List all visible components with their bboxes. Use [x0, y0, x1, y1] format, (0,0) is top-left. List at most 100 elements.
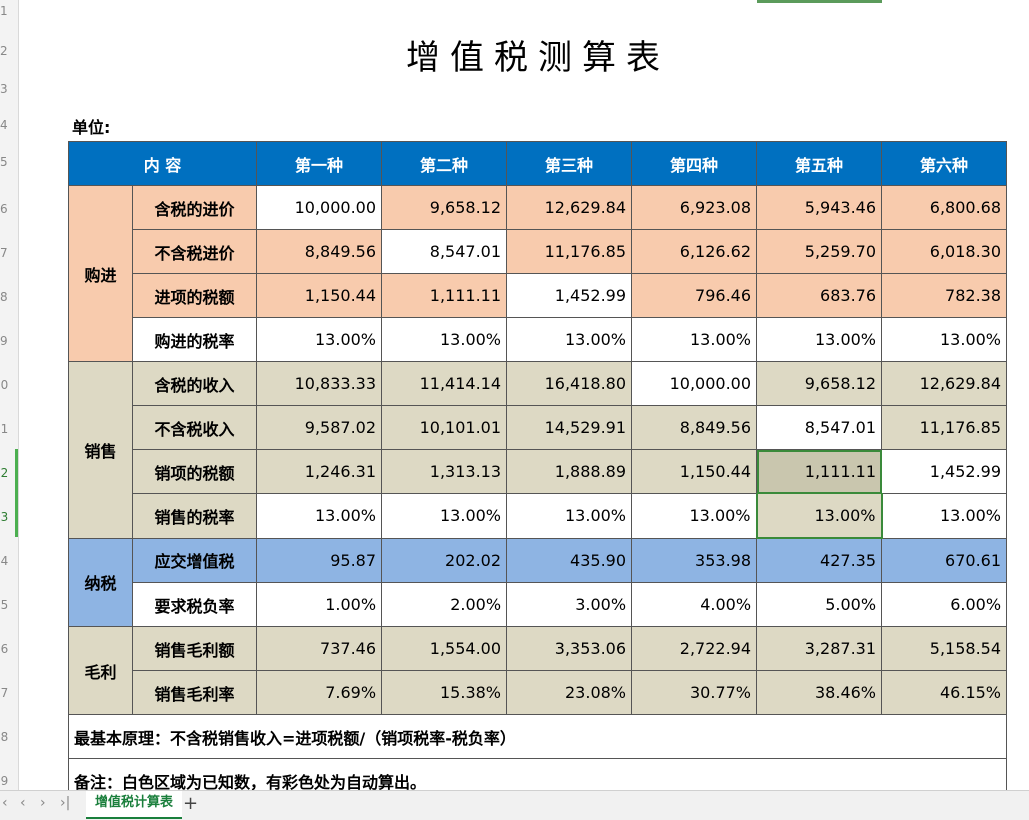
table-cell[interactable]: 10,000.00 — [631, 361, 758, 406]
table-cell[interactable]: 202.02 — [381, 537, 508, 583]
table-cell[interactable]: 16,418.80 — [506, 361, 633, 406]
table-cell[interactable]: 10,833.33 — [256, 361, 383, 406]
table-cell[interactable]: 11,176.85 — [881, 405, 1008, 450]
header-col-4[interactable]: 第四种 — [631, 141, 758, 186]
table-cell[interactable]: 95.87 — [256, 537, 383, 583]
table-cell[interactable]: 38.46% — [756, 670, 883, 715]
table-cell[interactable]: 13.00% — [256, 317, 383, 362]
plus-icon[interactable]: + — [183, 793, 199, 814]
table-cell[interactable]: 23.08% — [506, 670, 633, 715]
row-number[interactable]: 8 — [0, 290, 8, 304]
table-cell[interactable]: 9,658.12 — [381, 185, 508, 230]
row-number[interactable]: 17 — [0, 686, 9, 700]
table-cell[interactable]: 1,111.11 — [381, 273, 508, 318]
table-cell[interactable]: 2.00% — [381, 582, 508, 627]
table-cell[interactable]: 15.38% — [381, 670, 508, 715]
table-cell[interactable]: 2,722.94 — [631, 626, 758, 671]
row-label[interactable]: 要求税负率 — [131, 582, 258, 627]
row-label[interactable]: 购进的税率 — [131, 317, 258, 362]
table-cell[interactable]: 11,414.14 — [381, 361, 508, 406]
group-label[interactable]: 纳税 — [68, 537, 133, 627]
table-cell[interactable]: 6,018.30 — [881, 229, 1008, 274]
row-number[interactable]: 19 — [0, 774, 9, 788]
table-cell[interactable]: 1.00% — [256, 582, 383, 627]
table-cell[interactable]: 1,888.89 — [506, 449, 633, 494]
table-cell[interactable]: 13.00% — [756, 317, 883, 362]
table-cell[interactable]: 5,259.70 — [756, 229, 883, 274]
table-cell[interactable]: 8,849.56 — [256, 229, 383, 274]
sheet-tab-active[interactable]: 增值税计算表 — [86, 791, 183, 819]
table-cell[interactable]: 13.00% — [631, 493, 758, 539]
group-label[interactable]: 毛利 — [68, 626, 133, 715]
row-number[interactable]: 6 — [0, 202, 8, 216]
table-cell[interactable]: 435.90 — [506, 537, 633, 583]
row-label[interactable]: 销售的税率 — [131, 493, 258, 539]
row-number[interactable]: 10 — [0, 378, 9, 392]
table-cell[interactable]: 6,923.08 — [631, 185, 758, 230]
row-number[interactable]: 15 — [0, 598, 9, 612]
table-cell[interactable]: 1,246.31 — [256, 449, 383, 494]
table-cell[interactable]: 796.46 — [631, 273, 758, 318]
row-label[interactable]: 含税的进价 — [131, 185, 258, 230]
table-cell[interactable]: 1,150.44 — [631, 449, 758, 494]
table-cell[interactable]: 11,176.85 — [506, 229, 633, 274]
table-cell[interactable]: 13.00% — [506, 493, 633, 539]
principle-note[interactable]: 最基本原理：不含税销售收入=进项税额/（销项税率-税负率） — [67, 714, 1008, 759]
table-cell[interactable]: 5.00% — [756, 582, 883, 627]
table-cell[interactable]: 782.38 — [881, 273, 1008, 318]
table-cell[interactable]: 1,452.99 — [506, 273, 633, 318]
table-cell[interactable]: 7.69% — [256, 670, 383, 715]
table-cell[interactable]: 1,554.00 — [381, 626, 508, 671]
table-cell[interactable]: 13.00% — [881, 493, 1008, 539]
table-cell[interactable]: 12,629.84 — [506, 185, 633, 230]
table-cell[interactable]: 1,452.99 — [881, 449, 1008, 494]
group-label[interactable]: 购进 — [68, 185, 133, 362]
table-cell[interactable]: 46.15% — [881, 670, 1008, 715]
row-number[interactable]: 18 — [0, 730, 9, 744]
table-cell[interactable]: 12,629.84 — [881, 361, 1008, 406]
table-cell[interactable]: 13.00% — [381, 317, 508, 362]
header-col-1[interactable]: 第一种 — [256, 141, 383, 186]
table-cell[interactable]: 8,849.56 — [631, 405, 758, 450]
table-cell[interactable]: 1,313.13 — [381, 449, 508, 494]
header-content[interactable]: 内 容 — [67, 141, 258, 186]
header-col-5[interactable]: 第五种 — [756, 141, 883, 186]
table-cell[interactable]: 13.00% — [631, 317, 758, 362]
table-cell[interactable]: 5,158.54 — [881, 626, 1008, 671]
row-number[interactable]: 2 — [0, 44, 8, 58]
table-cell[interactable]: 13.00% — [256, 493, 383, 539]
table-cell[interactable]: 4.00% — [631, 582, 758, 627]
row-number[interactable]: 16 — [0, 642, 9, 656]
row-label[interactable]: 销售毛利额 — [131, 626, 258, 671]
prev-sheet-icon[interactable]: ‹ — [20, 795, 26, 811]
row-number[interactable]: 5 — [0, 155, 8, 169]
row-number[interactable]: 7 — [0, 246, 8, 260]
table-cell[interactable]: 1,111.11 — [756, 449, 883, 494]
table-cell[interactable]: 30.77% — [631, 670, 758, 715]
table-cell[interactable]: 737.46 — [256, 626, 383, 671]
table-cell[interactable]: 13.00% — [755, 493, 883, 539]
next-sheet-icon[interactable]: › — [40, 795, 46, 811]
table-cell[interactable]: 13.00% — [506, 317, 633, 362]
table-cell[interactable]: 8,547.01 — [381, 229, 508, 274]
header-col-2[interactable]: 第二种 — [381, 141, 508, 186]
table-cell[interactable]: 13.00% — [881, 317, 1008, 362]
row-label[interactable]: 进项的税额 — [131, 273, 258, 318]
table-cell[interactable]: 6,800.68 — [881, 185, 1008, 230]
row-label[interactable]: 含税的收入 — [131, 361, 258, 406]
table-cell[interactable]: 353.98 — [631, 537, 758, 583]
header-col-6[interactable]: 第六种 — [881, 141, 1008, 186]
table-cell[interactable]: 13.00% — [381, 493, 508, 539]
table-cell[interactable]: 5,943.46 — [756, 185, 883, 230]
row-label[interactable]: 不含税进价 — [131, 229, 258, 274]
table-cell[interactable]: 14,529.91 — [506, 405, 633, 450]
row-label[interactable]: 销售毛利率 — [131, 670, 258, 715]
row-number[interactable]: 14 — [0, 554, 9, 568]
table-cell[interactable]: 9,587.02 — [256, 405, 383, 450]
row-number[interactable]: 12 — [0, 466, 9, 480]
row-number[interactable]: 11 — [0, 422, 9, 436]
table-cell[interactable]: 427.35 — [756, 537, 883, 583]
table-cell[interactable]: 3.00% — [506, 582, 633, 627]
row-number[interactable]: 3 — [0, 82, 8, 96]
table-cell[interactable]: 6.00% — [881, 582, 1008, 627]
